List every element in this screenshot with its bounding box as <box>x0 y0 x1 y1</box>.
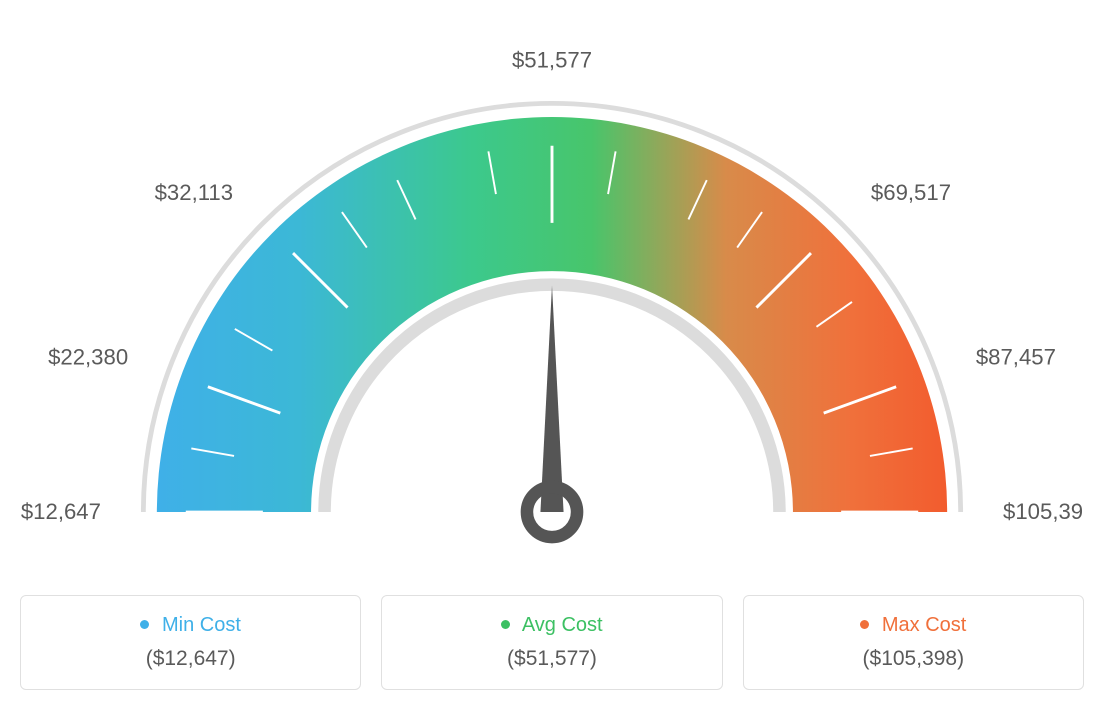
legend-value: ($12,647) <box>31 647 350 671</box>
legend-label: Avg Cost <box>522 614 603 636</box>
gauge-svg: $12,647 $22,380 $32,113 $51,577 $69,517 $87,4… <box>20 20 1084 580</box>
scale-label: $22,380 <box>48 345 128 370</box>
legend-value: ($51,577) <box>392 647 711 671</box>
legend-row: Min Cost ($12,647) Avg Cost ($51,577) Ma… <box>20 595 1084 690</box>
legend-title-min: Min Cost <box>31 614 350 637</box>
gauge-chart: $12,647 $22,380 $32,113 $51,577 $69,517 $87,4… <box>20 20 1084 585</box>
legend-label: Max Cost <box>882 614 966 636</box>
scale-label: $51,577 <box>512 48 592 73</box>
dot-icon <box>140 620 149 629</box>
legend-title-max: Max Cost <box>754 614 1073 637</box>
scale-label: $69,517 <box>871 180 951 205</box>
scale-label: $32,113 <box>155 180 233 205</box>
legend-label: Min Cost <box>162 614 241 636</box>
dot-icon <box>501 620 510 629</box>
dot-icon <box>860 620 869 629</box>
legend-card-max: Max Cost ($105,398) <box>743 595 1084 690</box>
scale-label: $105,398 <box>1003 499 1084 524</box>
scale-label: $12,647 <box>21 499 101 524</box>
legend-value: ($105,398) <box>754 647 1073 671</box>
legend-card-min: Min Cost ($12,647) <box>20 595 361 690</box>
scale-label: $87,457 <box>976 345 1056 370</box>
legend-card-avg: Avg Cost ($51,577) <box>381 595 722 690</box>
legend-title-avg: Avg Cost <box>392 614 711 637</box>
